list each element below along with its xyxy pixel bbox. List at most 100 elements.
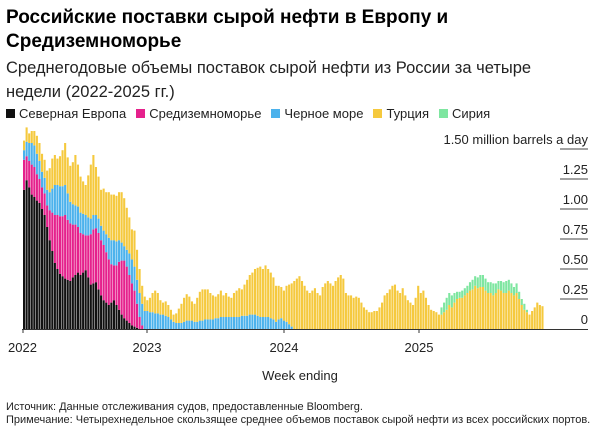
bar-segment-series-4 [468,282,472,291]
bar-segment-series-1 [51,212,54,251]
bar-segment-series-3 [414,297,417,329]
bar-segment-series-0 [102,300,105,329]
chart-title: Российские поставки сырой нефти в Европу… [6,7,449,52]
bar-segment-series-4 [505,281,508,293]
bar-segment-series-4 [492,283,495,296]
legend-item-syria: Сирия [438,106,490,121]
bar-segment-series-3 [138,269,141,293]
bar-segment-series-2 [227,317,230,329]
bar-segment-series-3 [118,192,121,241]
bar-segment-series-3 [248,275,251,315]
bar-segment-series-2 [162,314,165,329]
bar-segment-series-3 [125,207,128,250]
bar-segment-series-0 [105,302,108,329]
legend-label: Турция [386,106,429,121]
bar-segment-series-3 [53,155,56,185]
bar-segment-series-2 [253,314,257,329]
bar-segment-series-3 [430,309,433,329]
bar-segment-series-3 [30,131,33,143]
bar-segment-series-2 [172,321,175,329]
bar-segment-series-2 [240,315,243,329]
bar-segment-series-2 [264,317,267,329]
bar-segment-series-1 [123,260,126,319]
bar-segment-series-0 [23,189,26,329]
bar-segment-series-2 [190,320,194,329]
bar-segment-series-3 [209,293,212,320]
bar-segment-series-2 [230,317,233,329]
bar-segment-series-0 [66,279,69,329]
bar-segment-series-0 [123,318,126,329]
bar-segment-series-2 [48,192,51,211]
bar-segment-series-3 [112,194,115,241]
bar-segment-series-3 [484,290,487,329]
bar-segment-series-3 [378,307,381,329]
bar-segment-series-0 [30,194,33,329]
bar-segment-series-3 [172,314,175,322]
bar-segment-series-4 [463,288,466,296]
bar-segment-series-3 [461,297,464,329]
bar-segment-series-0 [28,187,31,329]
bar-segment-series-3 [422,290,425,329]
bar-segment-series-2 [204,319,207,329]
bar-segment-series-2 [51,188,54,213]
bar-segment-series-3 [342,278,345,329]
bars-group [23,127,544,329]
bar-segment-series-4 [481,275,484,287]
bar-segment-series-3 [510,293,513,329]
bar-segment-series-2 [38,161,41,179]
bar-segment-series-1 [82,234,85,273]
bar-segment-series-2 [100,225,103,241]
bar-segment-series-2 [151,312,154,329]
bar-segment-series-0 [64,278,67,329]
bar-segment-series-4 [520,299,523,305]
bar-segment-series-3 [51,158,54,189]
bar-segment-series-2 [164,315,167,329]
bar-segment-series-0 [33,197,36,329]
bar-segment-series-3 [135,249,139,280]
bar-segment-series-2 [92,215,95,230]
bar-segment-series-2 [40,171,44,188]
bar-segment-series-3 [326,281,329,329]
bar-segment-series-3 [538,305,541,329]
bar-segment-series-3 [107,192,110,238]
x-tick-label: 2024 [270,340,299,355]
bar-segment-series-1 [100,240,103,296]
bar-segment-series-3 [277,285,280,320]
bar-segment-series-3 [253,269,257,315]
bar-segment-series-0 [74,275,77,329]
bar-segment-series-4 [474,276,477,286]
bar-segment-series-4 [448,293,451,305]
bar-segment-series-0 [46,227,49,329]
bar-segment-series-2 [290,326,293,329]
bar-segment-series-0 [69,281,72,329]
legend-label: Черное море [284,106,364,121]
bar-segment-series-3 [435,312,438,329]
bar-segment-series-3 [100,189,103,226]
bar-segment-series-3 [515,293,518,329]
bar-segment-series-1 [135,303,139,328]
bar-segment-series-2 [248,314,251,329]
bar-segment-series-3 [130,229,133,260]
bar-segment-series-3 [445,309,448,329]
bar-segment-series-4 [455,291,459,299]
legend-item-mediterranean: Средиземноморье [136,106,261,121]
bar-segment-series-2 [105,234,108,253]
bar-segment-series-3 [331,285,335,329]
bar-segment-series-4 [443,302,446,313]
bar-segment-series-4 [471,279,474,290]
bar-segment-series-1 [130,283,133,326]
bar-segment-series-3 [133,230,136,267]
bar-segment-series-3 [381,302,384,329]
bar-segment-series-3 [321,287,324,329]
bar-segment-series-3 [217,294,220,319]
bar-segment-series-3 [214,296,217,319]
bar-segment-series-3 [339,275,342,329]
bar-segment-series-3 [232,293,236,317]
bar-segment-series-3 [344,293,347,329]
bar-segment-series-0 [38,203,41,329]
bar-segment-series-0 [110,302,113,329]
bar-segment-series-3 [196,297,199,322]
bar-segment-series-3 [235,290,238,317]
bar-segment-series-3 [399,293,402,329]
